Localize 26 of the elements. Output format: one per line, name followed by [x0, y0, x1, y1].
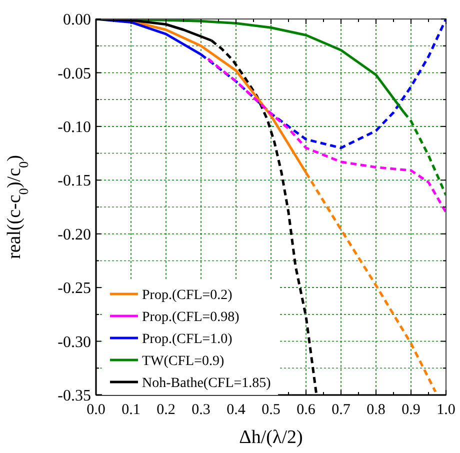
legend-label: Noh-Bathe(CFL=1.85): [142, 376, 272, 391]
x-tick-label: 1.0: [436, 402, 456, 418]
y-tick-label: -0.05: [58, 65, 91, 82]
x-tick-label: 0.9: [402, 402, 420, 418]
x-tick-label: 0.5: [262, 402, 280, 418]
legend-label: Prop.(CFL=1.0): [142, 332, 233, 347]
legend-label: Prop.(CFL=0.2): [142, 288, 233, 303]
y-tick-label: -0.25: [58, 280, 91, 298]
y-tick-label: -0.30: [58, 334, 91, 351]
x-axis-title: Δh/(λ/2): [239, 427, 303, 448]
legend-label: TW(CFL=0.9): [142, 354, 224, 369]
y-tick-label: -0.20: [58, 226, 91, 244]
y-tick-label: 0.00: [63, 12, 91, 29]
legend-label: Prop.(CFL=0.98): [142, 310, 240, 325]
x-tick-label: 0.2: [156, 402, 176, 418]
x-tick-label: 0.3: [192, 402, 210, 418]
line-series: [206, 58, 446, 214]
y-tick-label: -0.15: [58, 172, 91, 190]
x-tick-label: 0.0: [86, 402, 106, 418]
y-tick-label: -0.35: [58, 388, 91, 405]
x-tick-label: 0.4: [226, 402, 246, 418]
x-tick-label: 0.6: [296, 402, 316, 418]
x-tick-label: 0.1: [122, 402, 140, 418]
x-tick-label: 0.7: [332, 402, 351, 418]
y-tick-label: -0.10: [58, 119, 91, 136]
x-tick-label: 0.8: [366, 402, 386, 418]
